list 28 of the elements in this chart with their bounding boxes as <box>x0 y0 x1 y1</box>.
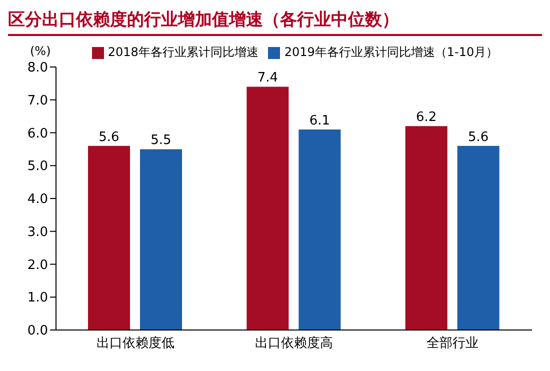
y-tick-label: 2.0 <box>27 258 48 273</box>
data-label: 6.2 <box>416 110 437 126</box>
y-axis-title: (%) <box>30 44 51 58</box>
legend-label: 2018年各行业累计同比增速 <box>108 45 258 59</box>
data-label: 6.1 <box>309 113 330 128</box>
bar <box>88 146 130 330</box>
x-tick-label: 全部行业 <box>426 336 479 352</box>
y-tick-label: 8.0 <box>27 60 48 76</box>
data-label: 5.6 <box>468 130 489 145</box>
bar <box>246 86 289 330</box>
chart-title: 区分出口依赖度的行业增加值增速（各行业中位数） <box>8 8 542 36</box>
legend-label: 2019年各行业累计同比增速（1-10月） <box>284 45 498 59</box>
y-tick-label: 6.0 <box>27 126 48 142</box>
x-tick-label: 出口依赖度低 <box>96 335 174 352</box>
x-tick-label: 出口依赖度高 <box>255 335 333 352</box>
y-tick-label: 0.0 <box>27 324 48 339</box>
data-label: 7.4 <box>257 70 278 86</box>
y-tick-label: 1.0 <box>27 290 48 306</box>
data-label: 5.6 <box>98 130 120 145</box>
y-tick-label: 3.0 <box>27 224 48 240</box>
bar <box>140 149 182 330</box>
bar <box>457 146 500 330</box>
data-label: 5.5 <box>150 133 172 148</box>
y-tick-label: 5.0 <box>27 159 48 174</box>
y-tick-label: 7.0 <box>27 93 48 108</box>
bar <box>298 129 341 330</box>
y-tick-label: 4.0 <box>27 192 48 208</box>
bar <box>405 126 448 330</box>
